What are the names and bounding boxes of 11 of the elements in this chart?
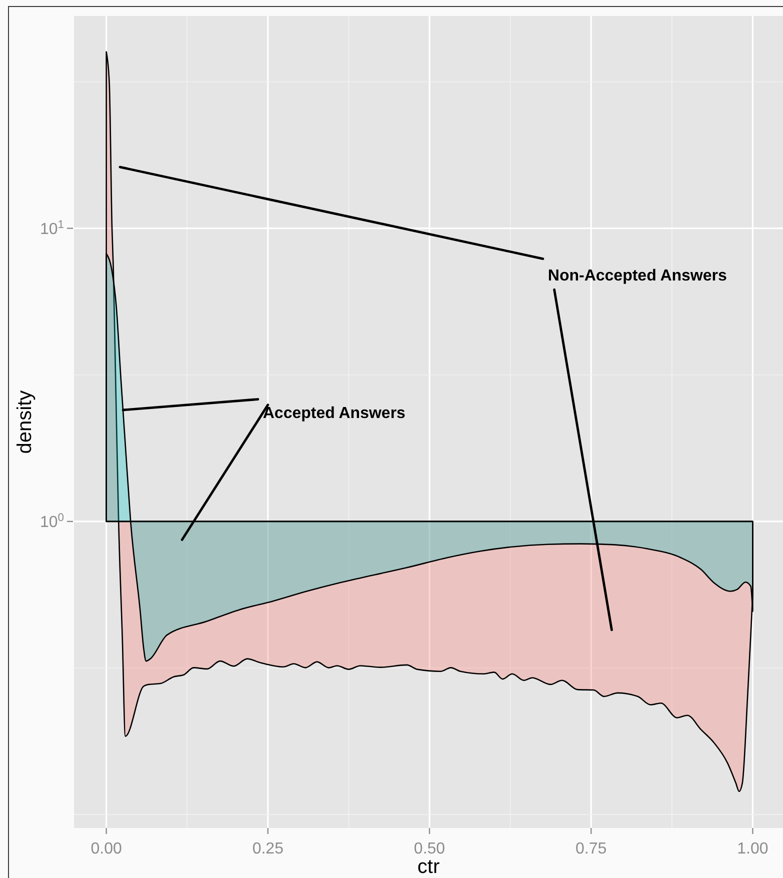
x-tick-label: 0.50 — [414, 840, 446, 858]
y-tick-label: 10$^{1}$ — [40, 218, 64, 238]
y-axis-title: density — [14, 390, 36, 454]
annotation: Non-Accepted Answers — [548, 268, 728, 285]
x-tick-label: 0.75 — [576, 840, 607, 858]
y-tick-label: 10$^{0}$ — [40, 512, 64, 532]
x-axis-title: ctr — [417, 856, 440, 878]
x-tick-label: 1.00 — [737, 840, 768, 858]
x-tick-label: 0.25 — [252, 840, 284, 858]
x-tick-label: 0.00 — [90, 840, 122, 858]
annotation: Accepted Answers — [262, 404, 406, 422]
